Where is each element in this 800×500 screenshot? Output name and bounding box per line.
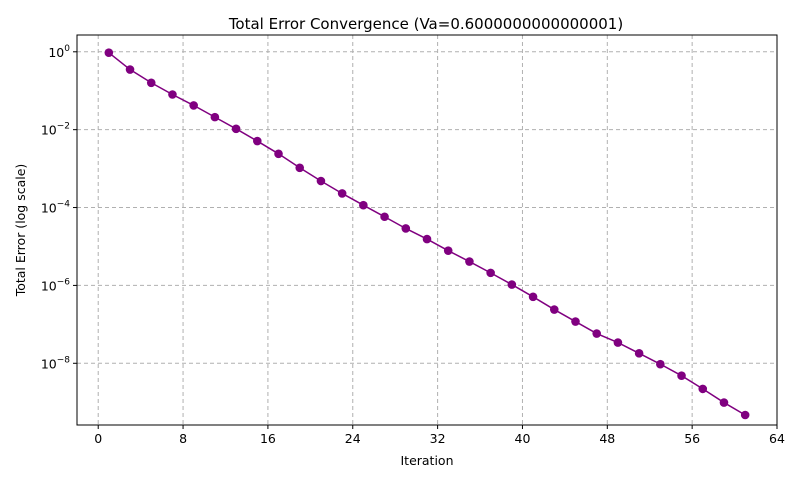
data-point	[146, 78, 156, 88]
series-line	[108, 52, 746, 416]
data-point	[507, 280, 517, 289]
y-tick-base: 10	[41, 278, 57, 293]
data-point	[677, 371, 686, 380]
y-tick-label: 10−2	[41, 122, 70, 138]
y-tick-label: 10−6	[41, 277, 70, 293]
data-point	[465, 257, 474, 266]
x-tick-label: 64	[769, 431, 785, 446]
y-tick-base: 10	[41, 201, 57, 216]
x-tick-label: 8	[179, 431, 187, 446]
data-point	[401, 224, 411, 233]
data-point	[359, 200, 368, 210]
data-point	[337, 189, 347, 198]
y-tick-label: 10−8	[41, 355, 70, 371]
x-tick-label: 0	[94, 431, 102, 446]
data-point	[295, 163, 305, 173]
x-tick-label: 56	[684, 431, 700, 446]
y-tick-base: 10	[41, 123, 57, 138]
x-tick-label: 32	[430, 431, 446, 446]
data-point	[719, 398, 729, 407]
data-point	[656, 359, 665, 369]
data-point	[380, 212, 389, 222]
data-point	[231, 124, 241, 134]
x-axis: 0 8 16 24 32 40 48 56 64	[94, 425, 785, 446]
plot-frame	[76, 34, 778, 426]
x-tick-label: 16	[260, 431, 276, 446]
data-point	[189, 101, 198, 110]
y-tick-label: 10−4	[41, 200, 70, 216]
data-point	[549, 305, 559, 314]
y-tick-exponent: −6	[57, 277, 71, 287]
data-point	[613, 338, 623, 347]
x-axis-label: Iteration	[400, 453, 453, 468]
data-point	[104, 48, 114, 57]
y-tick-exponent: −8	[57, 355, 71, 365]
data-point	[740, 410, 750, 420]
data-point	[422, 234, 432, 244]
y-tick-base: 10	[41, 356, 57, 371]
data-point	[634, 349, 644, 358]
y-axis-label: Total Error (log scale)	[13, 164, 28, 298]
data-point	[443, 246, 453, 255]
data-point	[571, 317, 580, 326]
data-point	[592, 329, 601, 338]
data-point	[210, 112, 220, 122]
data-point	[168, 90, 177, 99]
data-point	[253, 136, 262, 146]
data-point	[125, 65, 135, 74]
y-tick-exponent: −2	[57, 122, 70, 132]
data-series	[104, 48, 750, 420]
x-tick-label: 48	[599, 431, 615, 446]
y-tick-label: 100	[48, 44, 70, 60]
data-point	[274, 149, 283, 159]
data-point	[698, 384, 708, 394]
y-tick-exponent: 0	[64, 44, 70, 54]
grid-lines	[77, 35, 778, 425]
data-point	[486, 268, 495, 278]
data-point	[528, 292, 538, 302]
x-tick-label: 24	[345, 431, 361, 446]
y-tick-base: 10	[48, 45, 64, 60]
data-point	[316, 176, 326, 186]
chart-title: Total Error Convergence (Va=0.6000000000…	[228, 15, 623, 33]
y-tick-exponent: −4	[57, 200, 71, 210]
x-tick-label: 40	[515, 431, 531, 446]
